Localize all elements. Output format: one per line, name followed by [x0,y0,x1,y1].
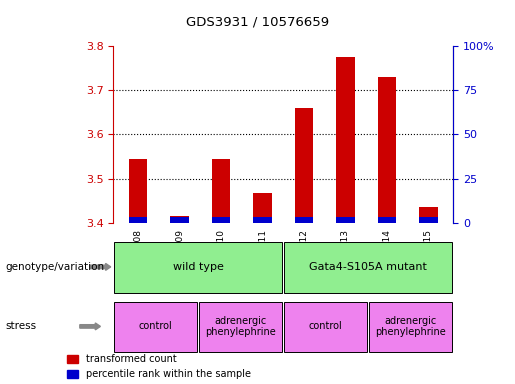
Bar [377,217,396,223]
Bar [336,217,355,223]
Legend: transformed count, percentile rank within the sample: transformed count, percentile rank withi… [66,354,251,379]
Bar [129,217,147,223]
Text: Gata4-S105A mutant: Gata4-S105A mutant [310,262,427,272]
Bar [114,242,282,293]
Text: control: control [309,321,342,331]
Bar [369,302,452,352]
Bar [212,217,230,223]
Text: GDS3931 / 10576659: GDS3931 / 10576659 [186,15,329,28]
Bar [295,108,313,223]
Text: adrenergic
phenylephrine: adrenergic phenylephrine [205,316,276,337]
Bar [284,302,367,352]
Bar [114,302,197,352]
Bar [284,242,452,293]
Bar [253,193,272,223]
Bar [170,217,189,223]
Text: stress: stress [5,321,36,331]
Text: control: control [139,321,173,331]
Bar [336,57,355,223]
Bar [129,159,147,223]
Bar [295,217,313,223]
Text: genotype/variation: genotype/variation [5,262,104,272]
Bar [377,77,396,223]
Bar [199,302,282,352]
Bar [170,216,189,223]
Bar [419,217,438,223]
Text: wild type: wild type [173,262,224,272]
Bar [419,207,438,223]
Bar [253,217,272,223]
Text: adrenergic
phenylephrine: adrenergic phenylephrine [375,316,446,337]
Bar [212,159,230,223]
